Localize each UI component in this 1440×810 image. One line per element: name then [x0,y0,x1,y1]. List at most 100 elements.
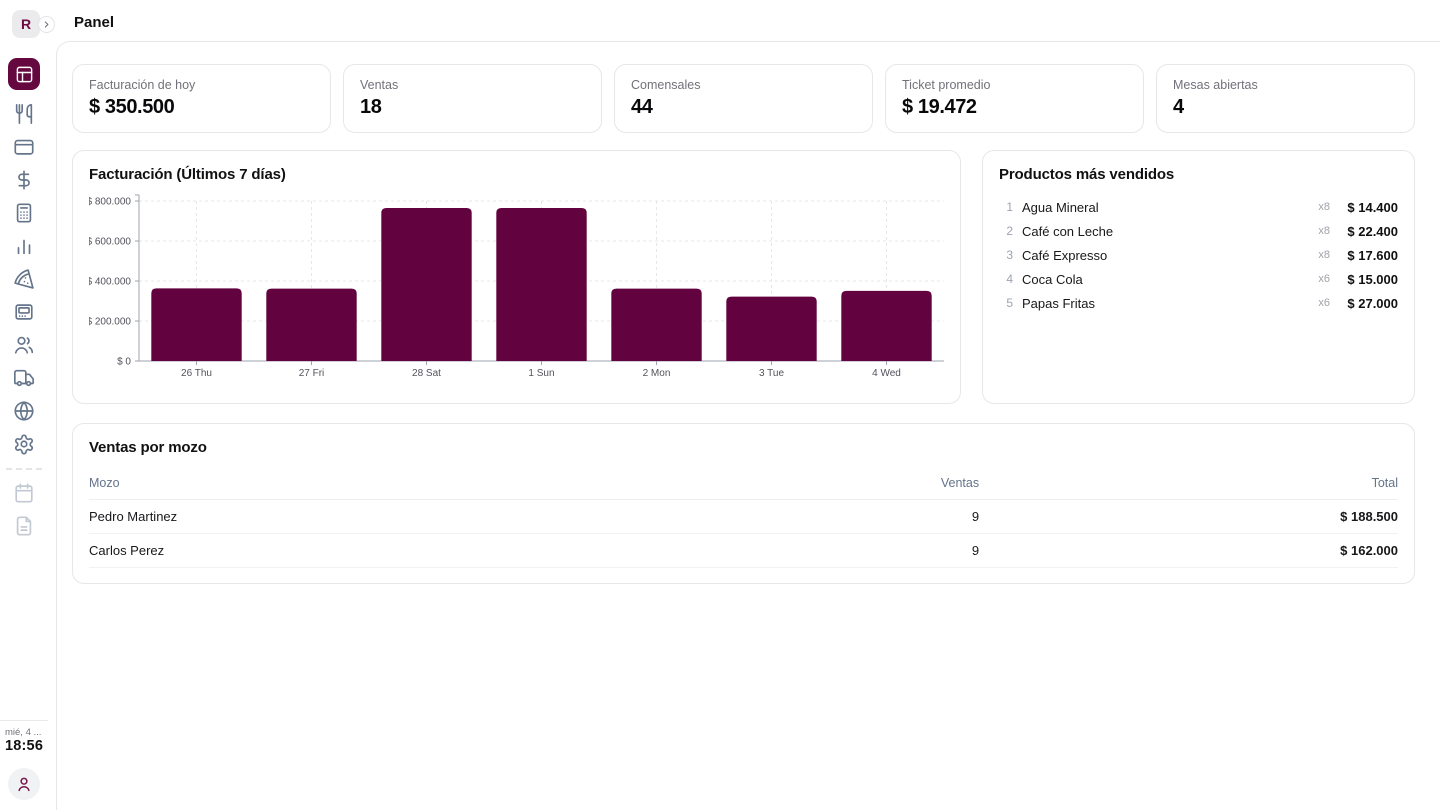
sidebar-item-wallet[interactable] [12,135,36,159]
waiters-col-ventas: Ventas [691,470,980,500]
product-row: 5 Papas Fritas x6 $ 27.000 [999,291,1398,315]
stat-card-4: Mesas abiertas 4 [1156,64,1415,133]
top-products-title: Productos más vendidos [999,166,1175,183]
waiter-sales: 9 [691,499,980,534]
y-tick-label: $ 800.000 [89,197,131,208]
x-tick-label: 2 Mon [643,368,671,379]
top-bar: Panel [0,0,1440,41]
product-amount: $ 17.600 [1347,247,1398,263]
sidebar-item-terminal[interactable] [12,300,36,324]
product-amount: $ 22.400 [1347,223,1398,239]
y-tick-label: $ 400.000 [89,277,131,288]
sidebar: R mié, 4 ... 18:56 [0,0,56,810]
stat-value: $ 350.500 [89,96,175,118]
stat-value: 4 [1173,96,1184,118]
product-name: Coca Cola [1022,271,1083,287]
chart-title: Facturación (Últimos 7 días) [89,166,286,183]
product-row: 1 Agua Mineral x8 $ 14.400 [999,195,1398,219]
y-tick-label: $ 600.000 [89,237,131,248]
stat-label: Ventas [360,78,399,92]
users-icon [14,336,34,354]
waiter-total: $ 162.000 [979,533,1398,568]
terminal-icon [15,304,33,320]
product-name: Café con Leche [1022,223,1114,239]
product-name: Café Expresso [1022,247,1108,263]
x-tick-label: 4 Wed [872,368,901,379]
x-tick-label: 28 Sat [412,368,441,379]
wallet-icon [14,139,34,155]
product-row: 3 Café Expresso x8 $ 17.600 [999,243,1398,267]
product-row: 2 Café con Leche x8 $ 22.400 [999,219,1398,243]
calendar-icon [15,483,33,503]
product-name: Agua Mineral [1022,199,1099,215]
waiters-col-total: Total [979,470,1398,500]
product-rank: 5 [1006,296,1013,310]
stat-label: Facturación de hoy [89,78,196,92]
sidebar-item-truck[interactable] [12,366,36,390]
bar-27-fri [266,288,357,361]
sidebar-item-calculator[interactable] [12,201,36,225]
bar-1-sun [496,208,587,361]
sidebar-item-bar-chart[interactable] [12,234,36,258]
product-rank: 4 [1006,272,1013,286]
app-logo[interactable]: R [12,10,40,38]
stat-card-3: Ticket promedio $ 19.472 [885,64,1144,133]
bar-chart-icon [17,239,31,255]
stat-value: 18 [360,96,382,118]
waiter-total: $ 188.500 [979,499,1398,534]
top-products-panel: Productos más vendidos 1 Agua Mineral x8 $ … [982,150,1415,404]
sidebar-item-dashboard[interactable] [8,58,40,90]
calculator-icon [16,203,32,223]
dashboard-icon [16,66,32,82]
sidebar-nav-secondary [0,481,48,538]
sidebar-item-globe[interactable] [12,399,36,423]
mid-row: Facturación (Últimos 7 días) $ 0 $ 200.00… [72,150,1415,404]
waiters-title: Ventas por mozo [89,439,207,456]
sidebar-item-pizza[interactable] [12,267,36,291]
bar-3-tue [726,296,817,361]
sidebar-item-users[interactable] [12,333,36,357]
sidebar-item-dollar[interactable] [12,168,36,192]
sidebar-item-calendar[interactable] [12,481,36,505]
sidebar-nav [0,58,48,456]
product-amount: $ 15.000 [1347,271,1398,287]
dollar-icon [18,170,30,190]
x-tick-label: 1 Sun [528,368,554,379]
stat-label: Comensales [631,78,701,92]
stat-value: $ 19.472 [902,96,977,118]
x-tick-label: 27 Fri [299,368,325,379]
waiters-col-mozo: Mozo [89,470,692,500]
stat-label: Mesas abiertas [1173,78,1258,92]
clock-date: mié, 4 ... [5,727,42,738]
stat-value: 44 [631,96,653,118]
product-qty: x8 [1318,225,1330,237]
bar-4-wed [841,290,932,361]
user-avatar-button[interactable] [8,768,40,800]
sidebar-clock: mié, 4 ... 18:56 [0,720,48,758]
file-icon [16,516,32,536]
waiter-row: Carlos Perez 9 $ 162.000 [89,533,1398,568]
sidebar-item-utensils[interactable] [12,102,36,126]
product-qty: x6 [1318,273,1330,285]
product-qty: x6 [1318,297,1330,309]
sidebar-item-settings[interactable] [12,432,36,456]
waiter-sales: 9 [691,533,980,568]
y-tick-label: $ 0 [117,357,131,368]
facturacion-chart: $ 0 $ 200.000 $ 400.000 $ 600.000 $ 800.000 2… [87,193,944,388]
waiter-name: Carlos Perez [89,533,692,568]
waiter-name: Pedro Martinez [89,499,692,534]
clock-time: 18:56 [5,738,44,754]
top-products-list: 1 Agua Mineral x8 $ 14.400 2 Café con Leche x8… [999,195,1398,315]
product-amount: $ 27.000 [1347,295,1398,311]
bar-chart-svg: $ 0 $ 200.000 $ 400.000 $ 600.000 $ 800.000 2… [87,194,944,379]
sidebar-item-file[interactable] [12,514,36,538]
stats-row: Facturación de hoy $ 350.500 Ventas 18 Comen… [72,64,1415,133]
person-icon [18,777,30,792]
settings-icon [14,434,34,455]
waiters-panel: Ventas por mozo Mozo Ventas Total Pedro Ma… [72,423,1415,584]
x-tick-label: 26 Thu [181,368,212,379]
bar-26-thu [151,288,242,361]
sidebar-expand-button[interactable] [38,16,55,33]
sidebar-bottom: mié, 4 ... 18:56 [0,720,48,800]
